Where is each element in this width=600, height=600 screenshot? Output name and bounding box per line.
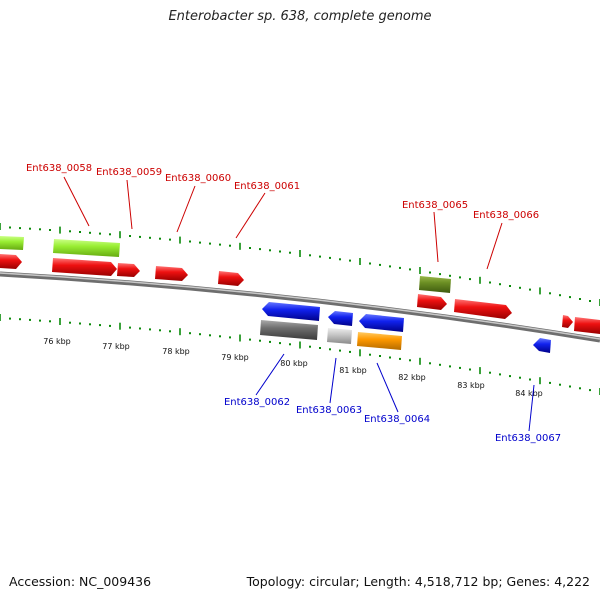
kbp-label: 84 kbp — [515, 389, 543, 398]
gene-blue-0062[interactable] — [262, 302, 320, 321]
gene-blue[interactable] — [328, 311, 353, 326]
gene-red[interactable] — [0, 254, 22, 269]
gene-red-0065[interactable] — [417, 294, 447, 310]
gene-red-0066[interactable] — [454, 299, 512, 319]
kbp-label: 81 kbp — [339, 366, 367, 375]
gene-orange[interactable] — [357, 332, 402, 350]
gene-label[interactable]: Ent638_0059 — [96, 167, 162, 178]
gene-olive-0065[interactable] — [419, 276, 451, 293]
gene-red[interactable] — [218, 271, 244, 286]
gene-red-0060[interactable] — [117, 263, 140, 277]
gene-label[interactable]: Ent638_0066 — [473, 210, 539, 221]
gene-blue-0067[interactable] — [533, 338, 551, 353]
kbp-label: 78 kbp — [162, 347, 190, 356]
gene-label[interactable]: Ent638_0067 — [495, 433, 561, 444]
genome-title: Enterobacter sp. 638, complete genome — [168, 9, 432, 24]
gene-lime[interactable] — [0, 236, 24, 250]
leader-line — [486, 222, 503, 270]
leader-line — [329, 357, 337, 404]
leader-line — [376, 362, 399, 413]
leader-line — [528, 384, 535, 432]
kbp-label: 77 kbp — [102, 342, 130, 351]
gene-label[interactable]: Ent638_0058 — [26, 163, 92, 174]
gene-label[interactable]: Ent638_0064 — [364, 414, 430, 425]
gene-red[interactable] — [562, 315, 573, 328]
kbp-label: 79 kbp — [221, 353, 249, 362]
accession-text: Accession: NC_009436 — [9, 574, 152, 589]
gene-blue-0064[interactable] — [359, 314, 404, 332]
genome-summary-text: Topology: circular; Length: 4,518,712 bp… — [246, 574, 590, 589]
gene-red-0059[interactable] — [52, 258, 117, 276]
genome-backbone — [0, 271, 600, 343]
gene-label[interactable]: Ent638_0060 — [165, 173, 231, 184]
gene-red-0061[interactable] — [155, 266, 188, 281]
upper-tick-track — [0, 223, 600, 306]
gene-label[interactable]: Ent638_0065 — [402, 200, 468, 211]
gene-label[interactable]: Ent638_0063 — [296, 405, 362, 416]
leader-line — [63, 176, 90, 227]
gene-label[interactable]: Ent638_0061 — [234, 181, 300, 192]
gene-red[interactable] — [574, 317, 600, 334]
gene-lightgray-0063[interactable] — [327, 328, 352, 344]
kbp-label: 76 kbp — [43, 337, 71, 346]
leader-line — [255, 353, 285, 396]
kbp-label: 82 kbp — [398, 373, 426, 382]
leader-line — [235, 192, 266, 239]
leader-line — [176, 185, 196, 233]
gene-lime-0058[interactable] — [53, 239, 120, 257]
gene-label[interactable]: Ent638_0062 — [224, 397, 290, 408]
leader-line — [433, 211, 439, 263]
lower-tick-track — [0, 314, 600, 395]
kbp-label: 83 kbp — [457, 381, 485, 390]
kbp-label: 80 kbp — [280, 359, 308, 368]
leader-line — [126, 179, 133, 230]
gene-gray[interactable] — [260, 320, 318, 340]
